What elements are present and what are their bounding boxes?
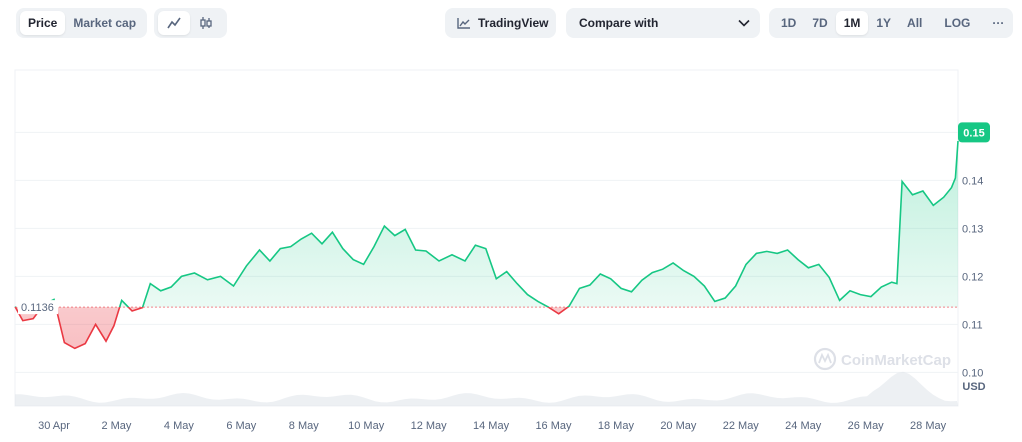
y-tick-label: 0.10	[962, 367, 983, 379]
y-tick-label: 0.12	[962, 271, 983, 283]
x-tick-label: 10 May	[348, 420, 385, 432]
x-tick-label: 6 May	[226, 420, 256, 432]
x-tick-label: 28 May	[910, 420, 947, 432]
x-tick-label: 18 May	[598, 420, 635, 432]
price-area-down	[15, 307, 568, 349]
baseline-label-group: 0.1136	[18, 300, 58, 315]
range-all[interactable]: All	[907, 16, 923, 30]
range-1y[interactable]: 1Y	[876, 16, 892, 30]
watermark: CoinMarketCap	[813, 347, 951, 371]
x-tick-label: 2 May	[101, 420, 131, 432]
baseline-label-bg	[18, 300, 58, 315]
tab-price[interactable]: Price	[20, 11, 66, 35]
watermark-text: CoinMarketCap	[841, 352, 951, 369]
more-options-button[interactable]: ···	[992, 16, 1005, 30]
x-tick-label: 4 May	[164, 420, 194, 432]
x-tick-label: 14 May	[473, 420, 510, 432]
y-axis: 0.10 0.11 0.12 0.13 0.14	[962, 175, 983, 379]
chart-toolbar: Price Market cap TradingView Compare wit…	[0, 0, 1022, 46]
chart-style-toggle	[154, 8, 227, 38]
compare-with-label: Compare with	[579, 16, 659, 30]
y-tick-label: 0.14	[962, 175, 983, 187]
x-tick-label: 22 May	[723, 420, 760, 432]
x-tick-label: 16 May	[535, 420, 572, 432]
range-1m[interactable]: 1M	[835, 11, 869, 35]
x-axis: 30 Apr 2 May 4 May 6 May 8 May 10 May 12 May 14…	[38, 420, 947, 432]
y-tick-label: 0.11	[962, 319, 983, 331]
x-tick-label: 30 Apr	[38, 420, 70, 432]
price-line-up	[14, 140, 959, 308]
price-chart[interactable]: 0.10 0.11 0.12 0.13 0.14 30 Apr 2 May 4 May 6 M…	[0, 60, 1022, 442]
current-price-badge: 0.15	[958, 122, 990, 143]
currency-label: USD	[962, 381, 985, 393]
tab-market-cap[interactable]: Market cap	[73, 16, 137, 30]
current-price-label: 0.15	[963, 127, 984, 139]
baseline-label: 0.1136	[21, 302, 54, 314]
price-line-down	[14, 307, 570, 350]
x-tick-label: 20 May	[660, 420, 697, 432]
range-1d[interactable]: 1D	[781, 16, 797, 30]
x-tick-label: 26 May	[848, 420, 885, 432]
tradingview-icon	[457, 18, 470, 29]
volume-shape	[15, 371, 958, 406]
price-area-up	[15, 141, 958, 308]
volume-area	[15, 371, 958, 406]
range-7d[interactable]: 7D	[812, 16, 828, 30]
line-chart-icon[interactable]	[158, 11, 190, 35]
x-tick-label: 8 May	[289, 420, 319, 432]
x-tick-label: 12 May	[411, 420, 448, 432]
chart-type-tabs: Price Market cap	[16, 8, 147, 38]
current-price-bg	[958, 122, 990, 143]
range-tabs: 1D 7D 1M 1Y All LOG ···	[769, 8, 1013, 38]
chevron-down-icon	[738, 19, 750, 27]
coinmarketcap-logo-icon	[813, 347, 837, 371]
log-scale-button[interactable]: LOG	[944, 16, 971, 30]
compare-with-select[interactable]: Compare with	[566, 8, 760, 38]
x-tick-label: 24 May	[785, 420, 822, 432]
coinmarketcap-logo-mark	[818, 352, 832, 364]
candlestick-icon[interactable]	[190, 11, 222, 35]
tradingview-label: TradingView	[478, 16, 549, 30]
y-tick-label: 0.13	[962, 223, 983, 235]
tradingview-button[interactable]: TradingView	[445, 8, 556, 38]
